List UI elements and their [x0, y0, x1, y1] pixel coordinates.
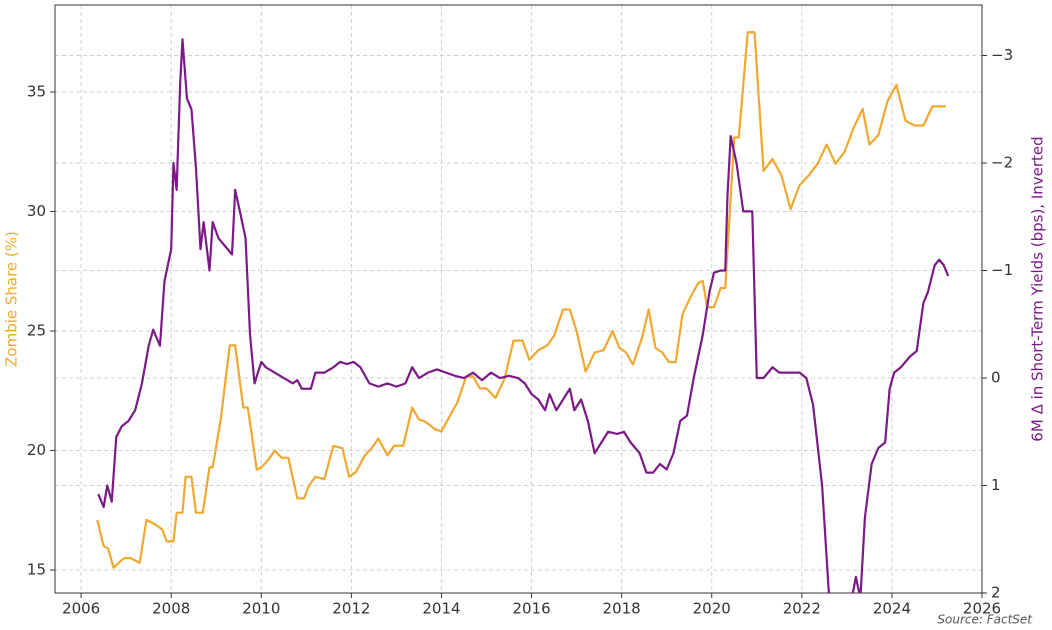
- x-tick-label: 2006: [62, 600, 100, 618]
- plot-frame: [54, 4, 983, 594]
- series-line: [96, 31, 946, 569]
- x-tick-label: 2024: [873, 600, 911, 618]
- x-tick-label: 2012: [332, 600, 370, 618]
- x-tick-label: 2020: [693, 600, 731, 618]
- y-tick-label: 15: [27, 561, 46, 579]
- y-tick-label: 25: [27, 322, 46, 340]
- plot-area: [96, 31, 950, 593]
- y2-tick-label: −3: [991, 46, 1013, 64]
- y-tick-label: 35: [27, 83, 46, 101]
- y2-axis-label: 6M Δ in Short-Term Yields (bps), Inverte…: [1029, 136, 1047, 441]
- y2-tick-label: 0: [991, 369, 1001, 387]
- x-tick-label: 2022: [783, 600, 821, 618]
- y-axis-label: Zombie Share (%): [3, 231, 21, 367]
- x-tick-label: 2016: [512, 600, 550, 618]
- source-note: Source: FactSet: [937, 613, 1033, 627]
- y2-tick-label: 1: [991, 476, 1001, 494]
- x-tick-label: 2010: [242, 600, 280, 618]
- x-tick-label: 2018: [603, 600, 641, 618]
- y2-tick-label: −1: [991, 261, 1013, 279]
- y-tick-label: 30: [27, 202, 46, 220]
- y2-tick-label: 2: [991, 584, 1001, 602]
- y-tick-label: 20: [27, 441, 46, 459]
- x-tick-label: 2014: [422, 600, 460, 618]
- series-line: [97, 38, 950, 593]
- y2-tick-label: −2: [991, 154, 1013, 172]
- x-tick-label: 2026: [963, 600, 1001, 618]
- x-tick-label: 2008: [152, 600, 190, 618]
